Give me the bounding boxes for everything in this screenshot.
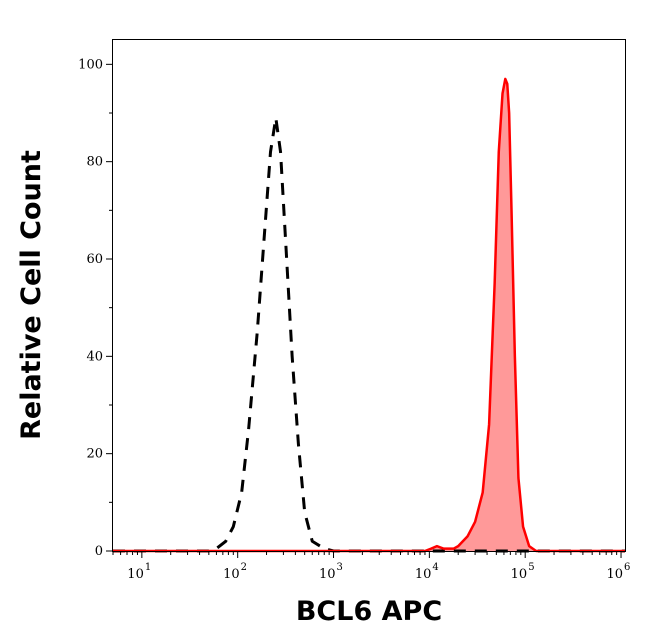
x-tick-label: 10 xyxy=(606,567,623,582)
y-tick-label: 40 xyxy=(86,349,103,364)
plot-area xyxy=(113,77,625,553)
x-tick-exponent: 6 xyxy=(624,562,630,573)
x-tick-label: 10 xyxy=(223,567,240,582)
plot-frame xyxy=(112,39,626,552)
x-tick-exponent: 2 xyxy=(241,562,247,573)
y-tick-label: 60 xyxy=(86,252,103,267)
series-0-line xyxy=(113,116,625,553)
x-axis-title: BCL6 APC xyxy=(296,596,442,627)
x-tick-label: 10 xyxy=(415,567,432,582)
x-tick-label: 10 xyxy=(319,567,336,582)
y-axis-title: Relative Cell Count xyxy=(16,150,47,440)
series-1-line xyxy=(113,77,625,553)
x-tick-exponent: 4 xyxy=(432,562,438,573)
x-tick-exponent: 3 xyxy=(337,562,343,573)
y-tick-label: 100 xyxy=(78,57,103,72)
y-tick-label: 80 xyxy=(86,155,103,170)
y-tick-label: 20 xyxy=(86,447,103,462)
x-tick-label: 10 xyxy=(127,567,144,582)
y-axis: 0 20 40 60 80 100 xyxy=(78,57,113,559)
x-tick-exponent: 5 xyxy=(528,562,534,573)
x-tick-exponent: 1 xyxy=(145,562,151,573)
x-axis: 10 1 10 2 10 3 10 4 10 5 10 6 xyxy=(112,551,630,582)
y-tick-label: 0 xyxy=(95,544,103,559)
series-1-fill xyxy=(113,78,625,552)
x-tick-label: 10 xyxy=(511,567,528,582)
